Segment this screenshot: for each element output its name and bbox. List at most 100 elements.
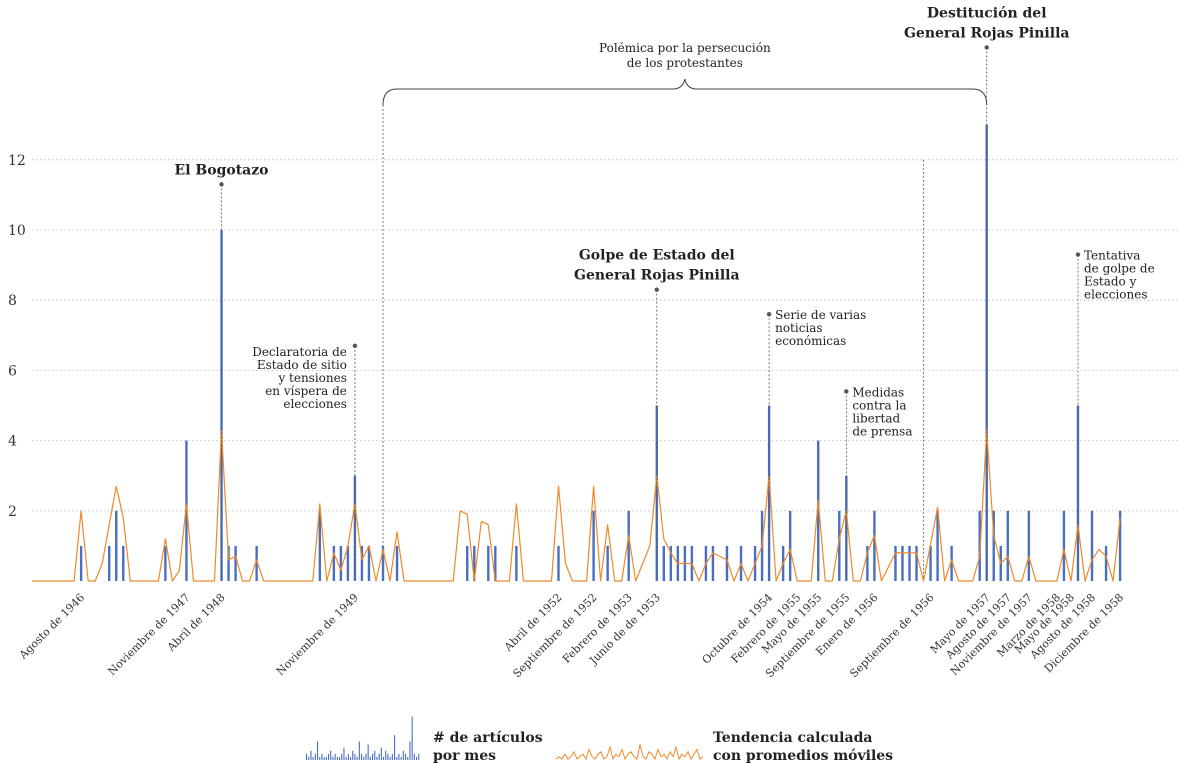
legend-bar xyxy=(312,756,314,760)
legend-bar xyxy=(396,756,398,760)
bar xyxy=(227,545,230,581)
legend: # de artículos por mes Tendencia calculada… xyxy=(306,716,893,763)
bar xyxy=(487,545,490,581)
annotation: Destitución del General Rojas Pinilla xyxy=(904,5,1070,579)
legend-bar xyxy=(308,756,310,760)
legend-bar xyxy=(380,747,382,760)
bar xyxy=(1104,545,1108,581)
bar xyxy=(662,545,665,581)
y-tick-label: 8 xyxy=(8,293,17,309)
legend-bar xyxy=(385,750,387,760)
legend-bar xyxy=(339,756,341,760)
bar xyxy=(1062,510,1066,581)
annotation-text: Estado de sitio xyxy=(257,358,347,372)
bar xyxy=(255,545,258,581)
bar xyxy=(1006,510,1009,581)
legend-bar xyxy=(409,741,411,760)
y-tick-label: 10 xyxy=(8,223,26,239)
bar xyxy=(115,510,118,581)
legend-bar xyxy=(398,753,400,760)
annotation-text: de golpe de xyxy=(1084,262,1155,276)
bar xyxy=(395,545,399,581)
bar xyxy=(936,510,939,581)
annotation-text: y tensiones xyxy=(277,371,346,385)
legend-bar xyxy=(383,756,385,760)
legend-bar xyxy=(374,750,376,760)
legend-bar xyxy=(358,741,360,760)
legend-trend-label: Tendencia calculada xyxy=(713,730,872,746)
grid-lines xyxy=(32,159,1180,512)
annotation-text: Estado y xyxy=(1084,275,1137,289)
legend-bar xyxy=(310,750,312,760)
legend-bar xyxy=(352,750,354,760)
legend-bar xyxy=(328,753,330,760)
annotation-dot xyxy=(844,389,849,394)
legend-bar xyxy=(350,756,352,760)
annotation-text: contra la xyxy=(852,398,906,412)
legend-trend-swatch xyxy=(555,744,704,761)
annotation-text: de prensa xyxy=(852,424,912,438)
bar xyxy=(1027,510,1031,581)
x-tick-label: Abril de 1952 xyxy=(501,591,565,655)
bar xyxy=(655,405,658,581)
legend-bar xyxy=(369,756,371,760)
bar xyxy=(788,510,792,581)
annotation-text: libertad xyxy=(852,411,900,425)
bar xyxy=(1118,510,1122,581)
bar xyxy=(1090,510,1094,581)
legend-bar xyxy=(413,753,415,760)
period-label: Polémica por la persecución xyxy=(599,41,771,55)
legend-bar xyxy=(317,741,319,760)
legend-bars-swatch xyxy=(306,716,420,760)
legend-bar xyxy=(376,756,378,760)
bar xyxy=(992,510,995,581)
annotation: Golpe de Estado del General Rojas Pinilla xyxy=(574,248,740,579)
bar xyxy=(838,510,841,581)
legend-bar xyxy=(405,753,407,760)
bar xyxy=(164,545,167,581)
annotation-text: Golpe de Estado del xyxy=(579,248,735,264)
legend-bar xyxy=(363,756,365,760)
bar xyxy=(817,440,820,581)
bar xyxy=(950,545,953,581)
legend-bar xyxy=(343,747,345,760)
bar xyxy=(185,440,188,581)
legend-bar xyxy=(321,753,323,760)
bar xyxy=(332,545,336,581)
bar xyxy=(494,545,497,581)
bar xyxy=(346,545,350,581)
y-axis-ticks: 2 4 6 8 10 12 xyxy=(8,153,26,520)
bar xyxy=(669,545,673,581)
legend-bar xyxy=(354,753,356,760)
legend-bar xyxy=(323,756,325,760)
legend-bar xyxy=(306,753,308,760)
bar xyxy=(627,510,630,581)
annotation-text: Serie de varias xyxy=(775,308,866,322)
annotation-text: elecciones xyxy=(283,397,347,411)
annotation-text: noticias xyxy=(775,321,822,335)
bar xyxy=(866,545,869,581)
bar xyxy=(873,510,876,581)
bar xyxy=(360,545,364,581)
legend-bar xyxy=(332,756,334,760)
annotation: El Bogotazo xyxy=(175,162,269,579)
annotation-text: General Rojas Pinilla xyxy=(574,268,740,284)
legend-bar xyxy=(365,753,367,760)
legend-bar xyxy=(407,756,409,760)
bar xyxy=(318,510,322,581)
bar xyxy=(557,545,560,581)
annotation-text: en víspera de xyxy=(265,384,347,398)
bar xyxy=(108,545,111,581)
legend-bar xyxy=(314,753,316,760)
bar xyxy=(515,545,518,581)
legend-bar xyxy=(367,744,369,760)
annotation-text: General Rojas Pinilla xyxy=(904,25,1070,41)
annotation-text: elecciones xyxy=(1084,288,1148,302)
legend-bar xyxy=(372,753,374,760)
bar xyxy=(725,545,729,581)
period-label: de los protestantes xyxy=(627,56,743,70)
